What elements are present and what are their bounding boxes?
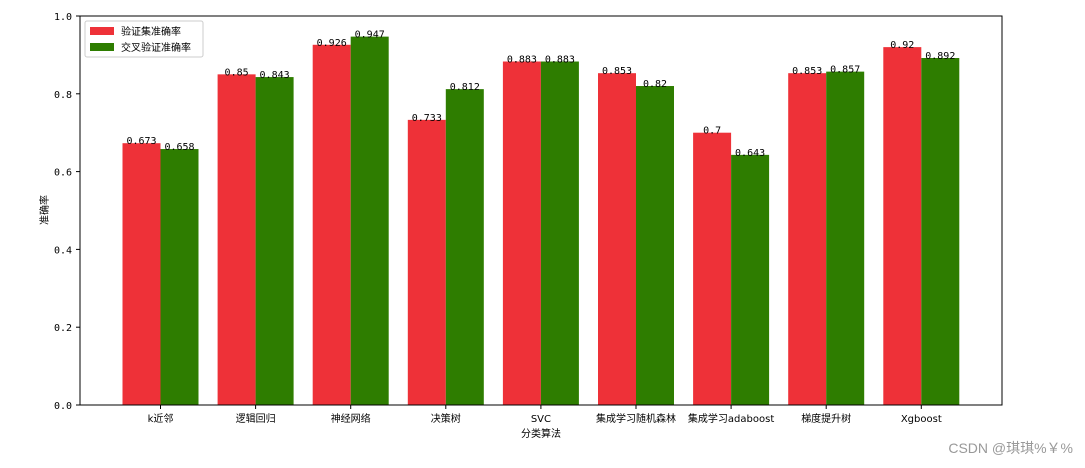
value-label-series1-4: 0.883: [545, 55, 575, 66]
bar-series0-2: [312, 44, 351, 405]
y-axis-label: 准确率: [38, 195, 51, 225]
bar-series0-7: [788, 73, 827, 406]
value-label-series0-2: 0.926: [317, 38, 347, 49]
x-axis-label: 分类算法: [521, 427, 561, 440]
x-tick-label-6: 集成学习adaboost: [688, 412, 774, 425]
bar-series1-3: [445, 89, 484, 405]
value-labels-group: 0.673 0.85 0.926 0.733 0.883 0.853 0.7 0.853 0.9…: [126, 30, 955, 159]
legend-swatch-cross-validation: [90, 43, 114, 51]
x-tick-label-4: SVC: [531, 414, 551, 425]
value-label-series0-4: 0.883: [507, 55, 537, 66]
value-label-series0-7: 0.853: [792, 66, 822, 77]
bar-series0-0: [122, 143, 161, 405]
value-label-series1-6: 0.643: [735, 148, 765, 159]
legend-swatch-validation: [90, 27, 114, 35]
bar-series1-4: [540, 61, 579, 405]
bar-series0-4: [502, 61, 541, 405]
value-label-series1-8: 0.892: [925, 51, 955, 62]
bar-series1-0: [160, 149, 199, 405]
x-tick-label-8: Xgboost: [901, 414, 942, 425]
y-tick-label-5: 1.0: [54, 12, 72, 23]
bar-series1-1: [255, 77, 294, 405]
value-label-series1-5: 0.82: [643, 79, 667, 90]
legend-label-cross-validation: 交叉验证准确率: [121, 41, 191, 54]
value-label-series0-8: 0.92: [890, 40, 914, 51]
x-tick-label-2: 神经网络: [331, 412, 371, 425]
value-label-series0-0: 0.673: [126, 136, 156, 147]
watermark: CSDN @琪琪%￥%: [948, 440, 1073, 456]
value-label-series1-1: 0.843: [260, 70, 290, 81]
legend: 验证集准确率 交叉验证准确率: [84, 20, 204, 58]
y-tick-label-0: 0.0: [54, 401, 72, 412]
bar-series0-6: [693, 132, 732, 405]
bar-series0-8: [883, 47, 922, 406]
bar-series1-5: [636, 86, 674, 406]
legend-label-validation: 验证集准确率: [121, 25, 181, 38]
bar-series1-2: [350, 36, 389, 405]
value-label-series0-1: 0.85: [225, 67, 249, 78]
y-tick-label-2: 0.4: [54, 245, 72, 256]
x-tick-label-3: 决策树: [431, 412, 461, 425]
value-label-series0-3: 0.733: [412, 113, 442, 124]
value-label-series1-0: 0.658: [164, 142, 194, 153]
value-label-series1-7: 0.857: [830, 65, 860, 76]
y-tick-label-1: 0.2: [54, 323, 72, 334]
bar-series1-7: [826, 71, 865, 405]
bar-series0-5: [598, 73, 636, 406]
value-label-series1-3: 0.812: [450, 82, 480, 93]
x-axis: k近邻 逻辑回归 神经网络 决策树 SVC 集成学习随机森林 集成学习adaboost 梯度提…: [148, 405, 942, 425]
y-axis: 0.0 0.2 0.4 0.6 0.8 1.0: [54, 12, 80, 412]
y-tick-label-4: 0.8: [54, 90, 72, 101]
value-label-series0-6: 0.7: [703, 126, 721, 137]
bars-group: [122, 36, 960, 406]
bar-series0-3: [407, 119, 446, 405]
x-tick-label-5: 集成学习随机森林: [596, 412, 676, 425]
value-label-series1-2: 0.947: [355, 30, 385, 41]
bar-series1-8: [921, 58, 960, 406]
y-tick-label-3: 0.6: [54, 168, 72, 179]
x-tick-label-0: k近邻: [148, 412, 174, 425]
x-tick-label-1: 逻辑回归: [236, 412, 276, 425]
legend-box: [84, 20, 204, 58]
value-label-series0-5: 0.853: [602, 66, 632, 77]
bar-series1-6: [731, 154, 770, 405]
bar-series0-1: [217, 74, 256, 405]
x-tick-label-7: 梯度提升树: [801, 412, 851, 425]
